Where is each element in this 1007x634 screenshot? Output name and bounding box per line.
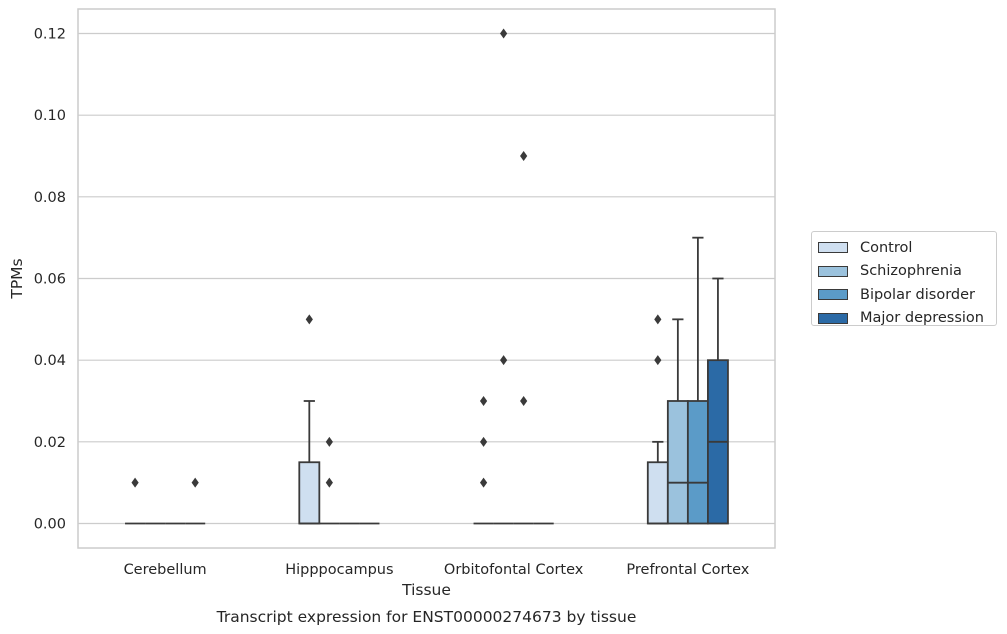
- box-schizophrenia: [493, 28, 514, 525]
- legend-label: Schizophrenia: [860, 263, 962, 280]
- legend-label: Bipolar disorder: [860, 286, 975, 303]
- y-tick-labels: 0.00 0.02 0.04 0.06 0.08 0.10 0.12: [34, 27, 66, 533]
- box-rect: [686, 400, 709, 525]
- outlier-point: [520, 151, 528, 161]
- legend-item: Control: [818, 236, 996, 260]
- legend-label: Control: [860, 239, 913, 256]
- box-control: [125, 477, 146, 525]
- box-control: [473, 396, 494, 525]
- box-bipolar-disorder: [513, 151, 534, 525]
- box-control: [298, 314, 321, 525]
- y-tick-label: 0.06: [34, 272, 66, 288]
- outlier-point: [500, 28, 508, 39]
- y-tick-label: 0.04: [34, 353, 66, 369]
- plot-area-frame: [77, 8, 776, 549]
- legend-label: Major depression: [860, 310, 984, 327]
- box-control: [646, 314, 669, 525]
- box-schizophrenia: [319, 436, 340, 525]
- box-rect: [666, 400, 689, 525]
- legend-swatch: [818, 265, 848, 277]
- x-tick-label: Hipppocampus: [285, 562, 393, 578]
- legend-item: Bipolar disorder: [818, 283, 996, 307]
- outlier-point: [654, 355, 662, 366]
- legend-item: Schizophrenia: [818, 260, 996, 284]
- outlier-point: [479, 477, 488, 488]
- x-tick-label: Cerebellum: [124, 562, 207, 578]
- x-axis-label: Tissue: [401, 581, 451, 599]
- outlier-point: [479, 436, 488, 447]
- legend-swatch: [818, 312, 848, 324]
- box-major-depression: [707, 277, 729, 525]
- y-tick-label: 0.10: [34, 108, 66, 124]
- y-tick-label: 0.00: [34, 517, 66, 533]
- outlier-point: [325, 436, 333, 447]
- legend-swatch: [818, 242, 848, 254]
- box-series: [125, 28, 729, 525]
- x-tick-label: Orbitofontal Cortex: [444, 562, 584, 578]
- legend-item: Major depression: [818, 307, 996, 331]
- legend-swatch: [818, 289, 848, 301]
- box-schizophrenia: [666, 318, 689, 525]
- y-tick-label: 0.02: [34, 435, 66, 451]
- y-axis-label: TPMs: [8, 258, 26, 299]
- x-tick-label: Prefrontal Cortex: [626, 562, 749, 578]
- box-major-depression: [185, 477, 206, 525]
- outlier-point: [325, 477, 333, 488]
- box-bipolar-disorder: [686, 236, 709, 525]
- outlier-point: [479, 396, 488, 406]
- x-tick-labels: Cerebellum Hipppocampus Orbitofontal Corte…: [124, 562, 750, 578]
- outlier-point: [191, 477, 199, 488]
- y-tick-label: 0.12: [34, 27, 66, 43]
- outlier-point: [500, 355, 508, 366]
- chart-title: Transcript expression for ENST0000027467…: [216, 608, 637, 626]
- y-tick-label: 0.08: [34, 190, 66, 206]
- box-rect: [646, 461, 669, 525]
- outlier-point: [131, 477, 139, 488]
- outlier-point: [305, 314, 313, 325]
- grid-lines: [78, 32, 775, 525]
- outlier-point: [654, 314, 662, 325]
- outlier-point: [520, 396, 528, 406]
- box-rect: [298, 461, 321, 525]
- legend: Control Schizophrenia Bipolar disorder Majo…: [811, 231, 997, 326]
